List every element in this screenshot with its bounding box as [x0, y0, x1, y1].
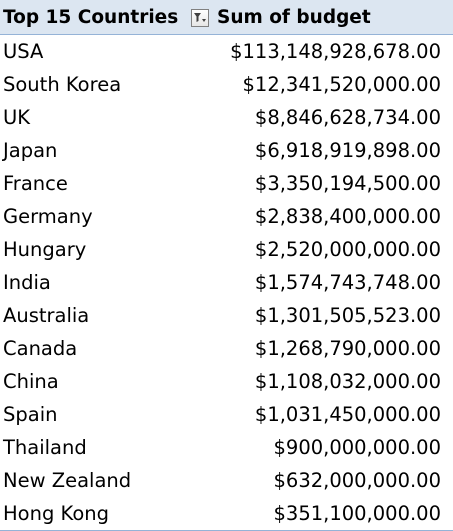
- table-row[interactable]: UK $8,846,628,734.00: [0, 101, 453, 134]
- table-row[interactable]: Canada $1,268,790,000.00: [0, 332, 453, 365]
- pivot-rows: USA $113,148,928,678.00 South Korea $12,341…: [0, 35, 453, 531]
- country-cell[interactable]: Hong Kong: [3, 502, 110, 525]
- country-cell[interactable]: India: [3, 271, 51, 294]
- table-row[interactable]: Spain $1,031,450,000.00: [0, 398, 453, 431]
- country-cell[interactable]: Spain: [3, 403, 58, 426]
- budget-cell[interactable]: $1,031,450,000.00: [254, 403, 441, 426]
- budget-cell[interactable]: $6,918,919,898.00: [254, 139, 441, 162]
- budget-cell[interactable]: $113,148,928,678.00: [230, 40, 441, 63]
- table-row[interactable]: New Zealand $632,000,000.00: [0, 464, 453, 497]
- table-row[interactable]: Hungary $2,520,000,000.00: [0, 233, 453, 266]
- country-cell[interactable]: China: [3, 370, 59, 393]
- table-row[interactable]: Japan $6,918,919,898.00: [0, 134, 453, 167]
- budget-cell[interactable]: $12,341,520,000.00: [242, 73, 442, 96]
- table-row[interactable]: China $1,108,032,000.00: [0, 365, 453, 398]
- value-header[interactable]: Sum of budget: [213, 0, 453, 34]
- country-cell[interactable]: Japan: [3, 139, 58, 162]
- budget-cell[interactable]: $2,838,400,000.00: [254, 205, 441, 228]
- row-label-header-text: Top 15 Countries: [3, 6, 179, 28]
- country-cell[interactable]: South Korea: [3, 73, 122, 96]
- country-cell[interactable]: Canada: [3, 337, 78, 360]
- value-header-text: Sum of budget: [217, 6, 371, 28]
- budget-cell[interactable]: $2,520,000,000.00: [254, 238, 441, 261]
- budget-cell[interactable]: $1,268,790,000.00: [254, 337, 441, 360]
- budget-cell[interactable]: $632,000,000.00: [273, 469, 441, 492]
- table-row[interactable]: Hong Kong $351,100,000.00: [0, 497, 453, 531]
- pivot-header-row: Top 15 Countries Sum of budget: [0, 0, 453, 35]
- budget-cell[interactable]: $1,574,743,748.00: [254, 271, 441, 294]
- filter-dropdown-icon[interactable]: [191, 9, 209, 27]
- table-row[interactable]: Germany $2,838,400,000.00: [0, 200, 453, 233]
- country-cell[interactable]: USA: [3, 40, 44, 63]
- budget-cell[interactable]: $3,350,194,500.00: [254, 172, 441, 195]
- country-cell[interactable]: France: [3, 172, 68, 195]
- row-label-header[interactable]: Top 15 Countries: [0, 0, 213, 34]
- budget-cell[interactable]: $1,108,032,000.00: [254, 370, 441, 393]
- table-row[interactable]: South Korea $12,341,520,000.00: [0, 68, 453, 101]
- budget-cell[interactable]: $351,100,000.00: [273, 502, 441, 525]
- budget-cell[interactable]: $900,000,000.00: [273, 436, 441, 459]
- country-cell[interactable]: Australia: [3, 304, 90, 327]
- country-cell[interactable]: New Zealand: [3, 469, 132, 492]
- country-cell[interactable]: Hungary: [3, 238, 87, 261]
- budget-cell[interactable]: $1,301,505,523.00: [254, 304, 441, 327]
- country-cell[interactable]: UK: [3, 106, 31, 129]
- table-row[interactable]: India $1,574,743,748.00: [0, 266, 453, 299]
- country-cell[interactable]: Thailand: [3, 436, 87, 459]
- table-row[interactable]: Australia $1,301,505,523.00: [0, 299, 453, 332]
- country-cell[interactable]: Germany: [3, 205, 93, 228]
- budget-cell[interactable]: $8,846,628,734.00: [254, 106, 441, 129]
- table-row[interactable]: Thailand $900,000,000.00: [0, 431, 453, 464]
- table-row[interactable]: France $3,350,194,500.00: [0, 167, 453, 200]
- table-row[interactable]: USA $113,148,928,678.00: [0, 35, 453, 68]
